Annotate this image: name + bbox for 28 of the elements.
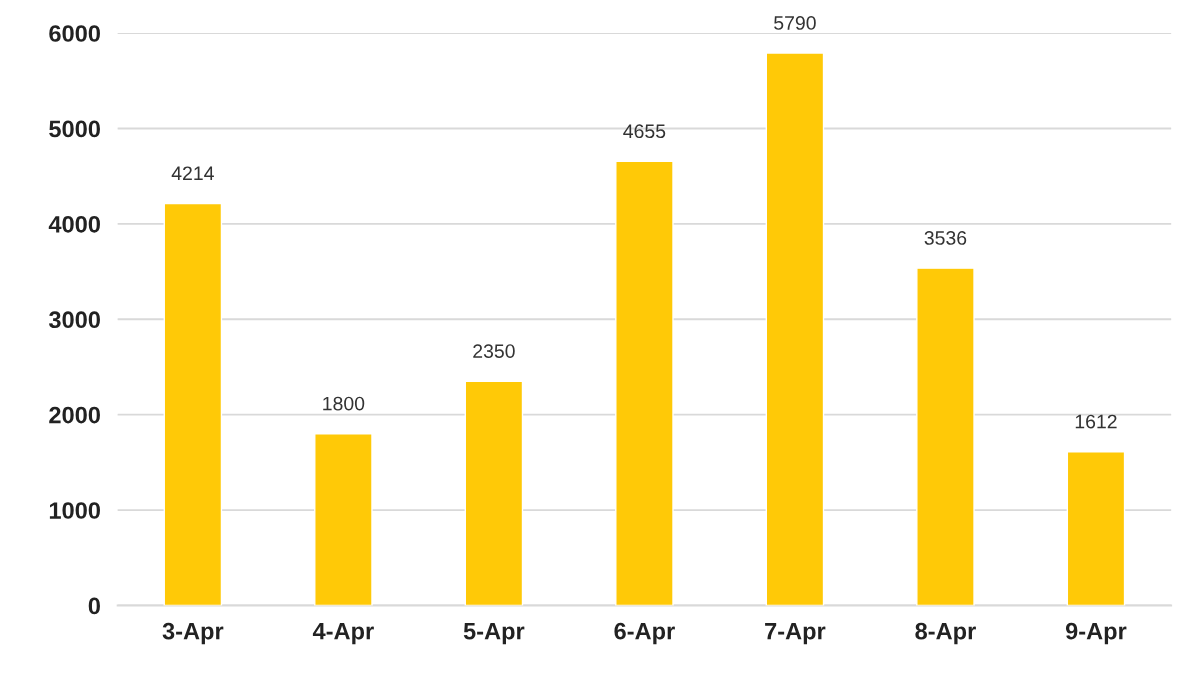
x-tick-label: 5-Apr (463, 623, 525, 645)
data-label: 3536 (924, 231, 967, 245)
data-label: 5790 (774, 16, 816, 30)
data-label: 4655 (623, 124, 666, 139)
y-tick-label: 0 (88, 597, 100, 615)
bar (615, 160, 674, 606)
x-tick-label: 9-Apr (1065, 622, 1127, 645)
x-tick-label: 8-Apr (915, 622, 976, 645)
bar (464, 380, 524, 606)
data-label: 4214 (171, 166, 214, 180)
data-label: 2350 (473, 344, 515, 358)
y-tick-label: 5000 (49, 120, 100, 138)
bar (163, 202, 223, 606)
x-tick-label: 6-Apr (614, 622, 675, 645)
data-label: 1800 (323, 396, 365, 411)
y-tick-label: 1000 (49, 502, 100, 519)
y-tick-label: 4000 (48, 215, 100, 233)
x-tick-label: 3-Apr (162, 622, 224, 645)
bar (765, 52, 825, 606)
y-tick-label: 2000 (49, 406, 100, 424)
bar (1066, 450, 1126, 606)
y-tick-label: 3000 (48, 311, 100, 329)
bar (314, 433, 373, 606)
x-tick-label: 7-Apr (765, 623, 826, 645)
bar (916, 267, 975, 606)
x-tick-label: 4-Apr (312, 623, 374, 645)
data-label: 1612 (1075, 414, 1117, 429)
y-tick-label: 6000 (49, 25, 100, 42)
